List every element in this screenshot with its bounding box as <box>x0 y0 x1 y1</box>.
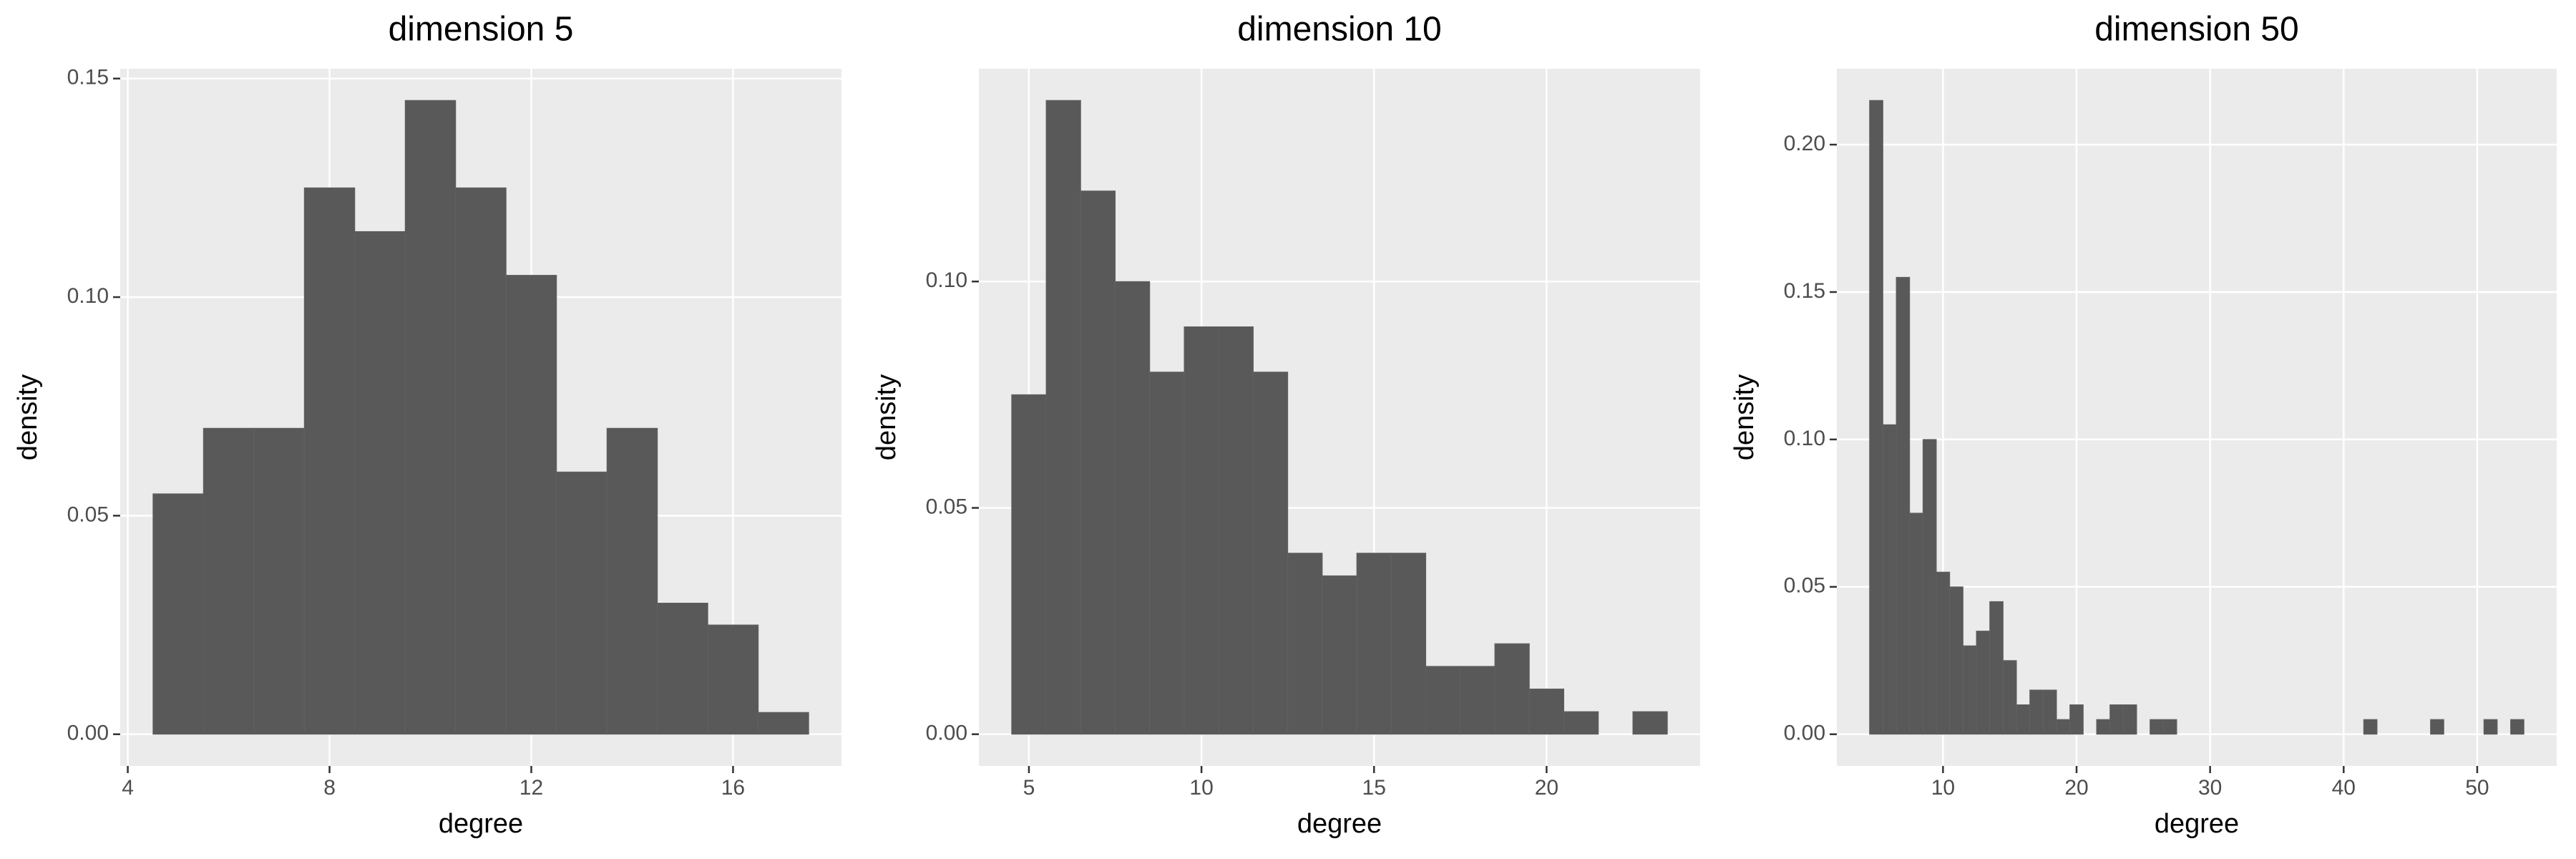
y-axis-label: density <box>13 374 43 460</box>
bar <box>203 427 255 735</box>
bar <box>707 624 759 735</box>
bar <box>505 275 557 735</box>
x-tick-label: 50 <box>2465 776 2489 800</box>
y-tick-label: 0.15 <box>1784 279 1825 303</box>
y-tick-label: 0.05 <box>926 495 967 518</box>
bar <box>1460 666 1496 735</box>
y-tick-label: 0.00 <box>1784 722 1825 745</box>
y-tick-label: 0.00 <box>926 722 967 745</box>
bar <box>1882 424 1897 735</box>
y-tick-label: 0.10 <box>67 284 109 308</box>
bar <box>1936 571 1951 735</box>
bar <box>1115 281 1151 735</box>
bar <box>2096 719 2111 735</box>
x-tick-label: 12 <box>519 776 543 800</box>
bar <box>2029 689 2044 735</box>
bar <box>1390 553 1427 735</box>
bar <box>1989 601 2004 735</box>
x-axis-label: degree <box>1297 809 1382 839</box>
bar <box>1287 553 1323 735</box>
y-tick-label: 0.10 <box>1784 427 1825 450</box>
x-tick-label: 10 <box>1189 776 1213 800</box>
x-tick-label: 10 <box>1931 776 1955 800</box>
bar <box>1922 439 1937 735</box>
bar <box>2069 704 2084 735</box>
bar <box>2510 719 2524 735</box>
bar <box>2109 704 2124 735</box>
bar <box>556 471 608 735</box>
bar <box>2002 660 2017 735</box>
bar <box>2483 719 2498 735</box>
bar <box>2162 719 2177 735</box>
bar <box>2056 719 2071 735</box>
bar <box>1011 394 1047 735</box>
bar <box>1949 586 1963 735</box>
x-tick-label: 4 <box>122 776 134 800</box>
y-tick-label: 0.05 <box>1784 574 1825 598</box>
bar <box>1528 688 1564 735</box>
x-tick-label: 8 <box>323 776 336 800</box>
bar <box>1909 513 1923 735</box>
bar <box>2122 704 2137 735</box>
bar <box>1045 100 1081 735</box>
x-tick-label: 15 <box>1362 776 1386 800</box>
bar <box>1896 276 1911 735</box>
x-tick-label: 30 <box>2198 776 2222 800</box>
bar <box>2363 719 2378 735</box>
bar <box>1869 100 1883 735</box>
y-tick-label: 0.20 <box>1784 132 1825 155</box>
bar <box>1218 326 1254 735</box>
y-tick-label: 0.05 <box>67 503 109 526</box>
bar <box>1976 631 1991 735</box>
bar <box>354 230 406 735</box>
bar <box>606 427 658 735</box>
bar <box>1494 643 1530 735</box>
bar <box>1080 190 1116 735</box>
y-axis-label: density <box>1729 374 1760 460</box>
bar <box>152 493 204 735</box>
bar <box>758 712 809 735</box>
bar <box>1962 645 1977 735</box>
y-tick-label: 0.10 <box>926 268 967 292</box>
chart-title: dimension 5 <box>389 11 574 49</box>
bar <box>1563 711 1599 735</box>
bar <box>1322 575 1357 735</box>
bar <box>1632 711 1668 735</box>
x-tick-label: 20 <box>1535 776 1558 800</box>
x-axis-label: degree <box>2155 809 2239 839</box>
bar <box>2430 719 2444 735</box>
bar <box>1252 372 1289 735</box>
bar <box>1149 372 1185 735</box>
x-tick-label: 16 <box>721 776 745 800</box>
x-tick-label: 5 <box>1023 776 1035 800</box>
bar <box>1184 326 1219 735</box>
y-axis-label: density <box>872 374 902 460</box>
x-axis-label: degree <box>439 809 523 839</box>
bar <box>303 187 356 735</box>
bar <box>1425 666 1461 735</box>
bar <box>2150 719 2164 735</box>
chart-title: dimension 10 <box>1237 11 1442 49</box>
bar <box>455 187 507 735</box>
x-tick-label: 40 <box>2332 776 2356 800</box>
bar <box>404 100 457 735</box>
y-tick-label: 0.00 <box>67 722 109 745</box>
bar <box>657 603 708 735</box>
bar <box>2042 689 2057 735</box>
x-tick-label: 20 <box>2064 776 2088 800</box>
bar <box>253 427 305 735</box>
bar <box>1356 553 1392 735</box>
y-tick-label: 0.15 <box>67 66 109 89</box>
chart-title: dimension 50 <box>2094 11 2299 49</box>
bar <box>2016 704 2031 735</box>
